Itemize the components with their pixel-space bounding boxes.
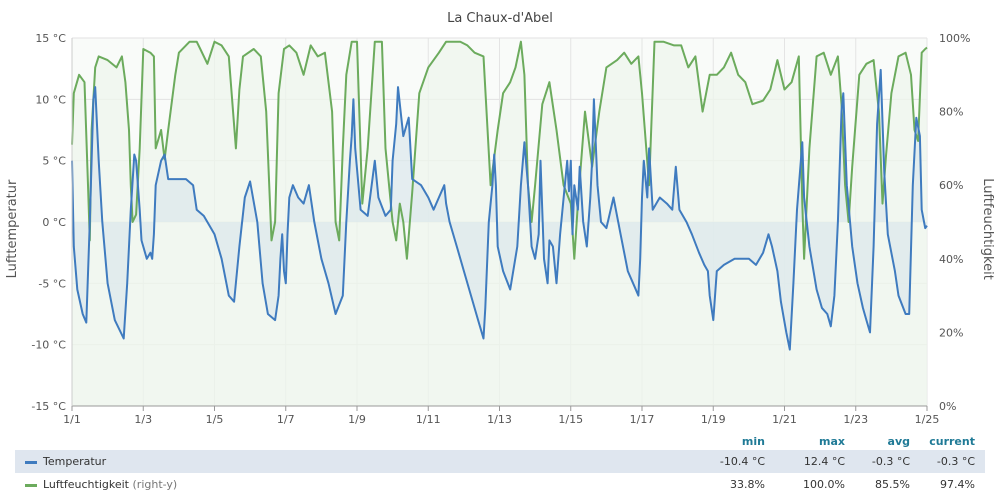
legend-header-min: min	[741, 434, 765, 448]
x-tick-label: 1/15	[558, 413, 583, 426]
chart: -15 °C -10 °C -5 °C 0 °C 5 °C 10 °C 15 °C 0% 20%…	[5, 11, 995, 426]
x-tick-label: 1/21	[772, 413, 797, 426]
legend-avg: -0.3 °C	[855, 450, 920, 473]
y2-tick-label: 0%	[939, 400, 956, 413]
legend-header-current: current	[929, 434, 975, 448]
legend-header-max: max	[819, 434, 845, 448]
y-tick-label: -5 °C	[38, 277, 66, 290]
legend-min: 33.8%	[730, 478, 765, 491]
legend-header-avg: avg	[887, 434, 910, 448]
y-axis-label-left: Lufttemperatur	[5, 179, 20, 278]
y-tick-label: -10 °C	[31, 339, 66, 352]
legend-current: -0.3 °C	[920, 450, 985, 473]
x-tick-label: 1/19	[701, 413, 726, 426]
y2-tick-label: 80%	[939, 106, 963, 119]
x-tick-label: 1/13	[487, 413, 512, 426]
luftfeuchtigkeit-swatch	[25, 483, 37, 487]
x-tick-label: 1/3	[134, 413, 152, 426]
x-tick-label: 1/1	[63, 413, 81, 426]
y-tick-label: -15 °C	[31, 400, 66, 413]
y2-tick-label: 60%	[939, 179, 963, 192]
y2-tick-label: 20%	[939, 326, 963, 339]
legend-table: min max avg current Temperatur -10.4 °C …	[15, 432, 985, 496]
tick-labels: -15 °C -10 °C -5 °C 0 °C 5 °C 10 °C 15 °C 0% 20%…	[31, 32, 970, 426]
legend-min: -10.4 °C	[695, 450, 775, 473]
x-tick-label: 1/11	[416, 413, 441, 426]
legend-max: 12.4 °C	[775, 450, 855, 473]
legend-max: 100.0%	[803, 478, 845, 491]
x-tick-label: 1/9	[348, 413, 366, 426]
y-tick-label: 0 °C	[42, 216, 66, 229]
y2-tick-label: 100%	[939, 32, 970, 45]
x-tick-label: 1/7	[277, 413, 295, 426]
series-line-temperatur	[71, 68, 928, 351]
y-tick-label: 15 °C	[35, 32, 66, 45]
legend-name: Temperatur	[43, 455, 107, 468]
y-tick-label: 10 °C	[35, 93, 66, 106]
y-axis-label-right: Luftfeuchtigkeit	[980, 178, 995, 280]
temperatur-swatch	[25, 460, 37, 464]
y2-tick-label: 40%	[939, 253, 963, 266]
legend-current: 97.4%	[940, 478, 975, 491]
chart-title: La Chaux-d'Abel	[447, 11, 553, 26]
x-tick-label: 1/23	[843, 413, 868, 426]
legend-suffix: (right-y)	[132, 478, 178, 491]
series-lines	[71, 40, 928, 351]
x-tick-label: 1/5	[206, 413, 224, 426]
axes	[71, 38, 928, 411]
legend-header-row: min max avg current	[15, 432, 985, 450]
y-tick-label: 5 °C	[42, 155, 66, 168]
legend-avg: 85.5%	[875, 478, 910, 491]
x-tick-label: 1/25	[915, 413, 940, 426]
legend-row-luftfeuchtigkeit[interactable]: Luftfeuchtigkeit (right-y) 33.8% 100.0% …	[15, 473, 985, 496]
legend-row-temperatur[interactable]: Temperatur -10.4 °C 12.4 °C -0.3 °C -0.3…	[15, 450, 985, 473]
legend-name: Luftfeuchtigkeit	[43, 478, 129, 491]
x-tick-label: 1/17	[630, 413, 655, 426]
series-line-luftfeuchtigkeit	[71, 40, 928, 260]
